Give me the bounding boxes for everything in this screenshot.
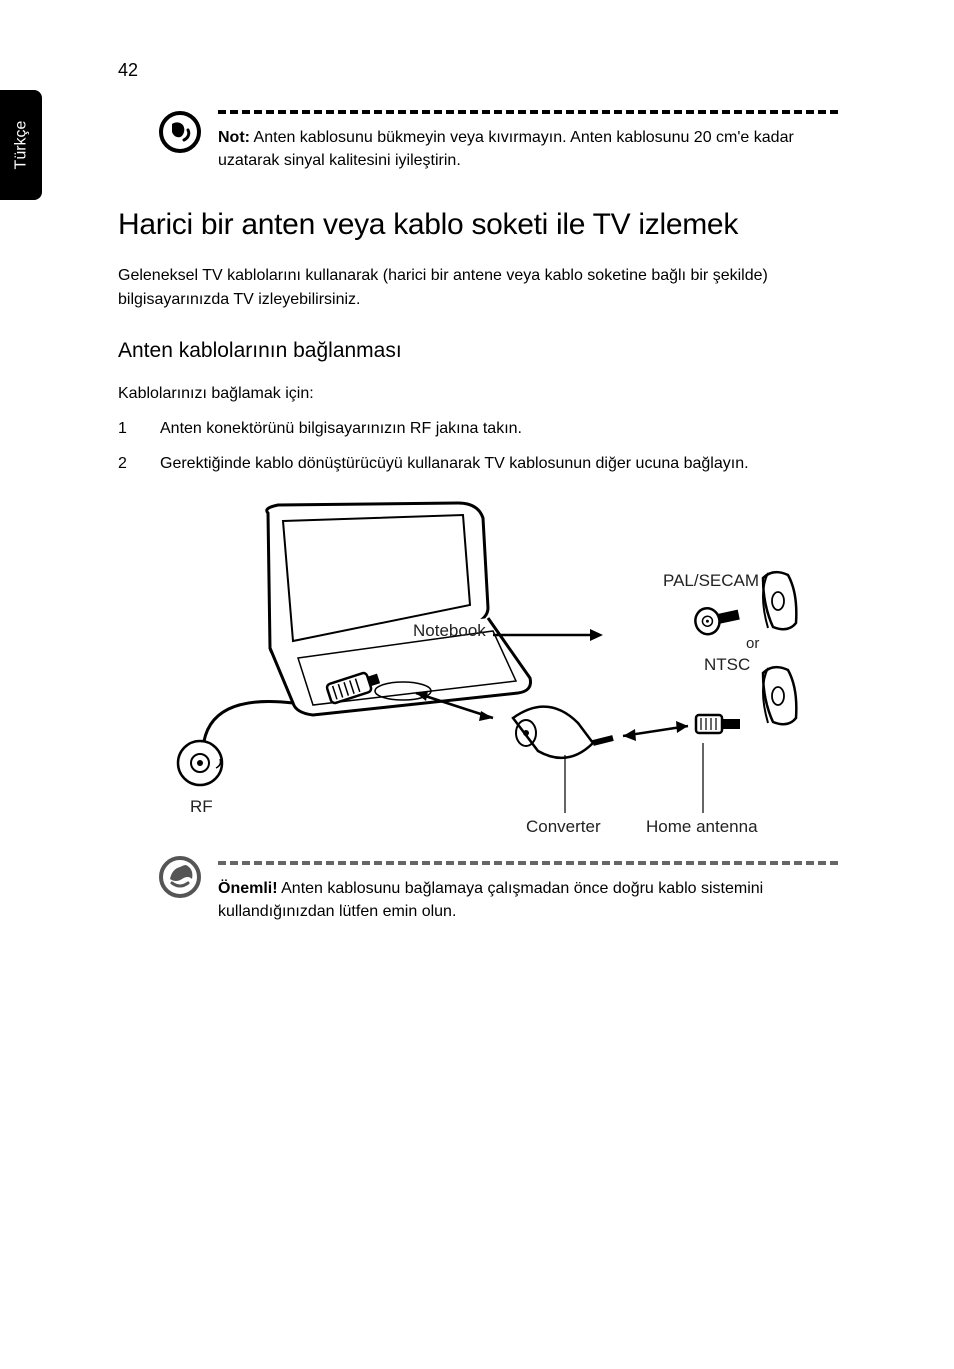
list-item: 2 Gerektiğinde kablo dönüştürücüyü kulla… [118, 452, 838, 475]
diagram-label-or: or [746, 635, 759, 652]
converter-icon [513, 707, 613, 758]
important-block: Önemli! Anten kablosunu bağlamaya çalışm… [118, 861, 838, 923]
laptop-icon [267, 503, 531, 715]
important-text: Önemli! Anten kablosunu bağlamaya çalışm… [218, 877, 838, 923]
section-heading: Anten kablolarının bağlanması [118, 339, 838, 363]
wall-socket-icon [763, 572, 796, 629]
diagram-label-converter: Converter [526, 817, 601, 837]
step-text: Gerektiğinde kablo dönüştürücüyü kullana… [160, 452, 838, 475]
ntsc-plug-icon [696, 715, 740, 733]
language-side-tab: Türkçe [0, 90, 42, 200]
diagram-label-homeantenna: Home antenna [646, 817, 758, 837]
list-item: 1 Anten konektörünü bilgisayarınızın RF … [118, 417, 838, 440]
dashed-separator [218, 110, 838, 114]
important-icon [158, 855, 202, 899]
important-body: Anten kablosunu bağlamaya çalışmadan önc… [218, 880, 763, 920]
page-heading: Harici bir anten veya kablo soketi ile T… [118, 208, 838, 242]
note-body: Anten kablosunu bükmeyin veya kıvırmayın… [218, 129, 794, 169]
important-label: Önemli! [218, 880, 278, 897]
note-icon [158, 110, 202, 154]
diagram-label-rf: RF [190, 797, 213, 817]
note-text: Not: Anten kablosunu bükmeyin veya kıvır… [218, 126, 838, 172]
list-intro: Kablolarınızı bağlamak için: [118, 385, 838, 403]
step-number: 2 [118, 452, 160, 475]
pal-plug-icon [693, 602, 741, 637]
arrow-icon [493, 629, 603, 641]
connection-diagram: Notebook RF PAL/SECAM or NTSC Converter … [148, 493, 808, 843]
note-label: Not: [218, 129, 250, 146]
diagram-label-palsecam: PAL/SECAM [663, 571, 759, 591]
step-number: 1 [118, 417, 160, 440]
language-label: Türkçe [12, 121, 30, 170]
arrow-icon [623, 721, 688, 741]
dashed-separator [218, 861, 838, 865]
steps-list: 1 Anten konektörünü bilgisayarınızın RF … [118, 417, 838, 475]
cable-icon [203, 702, 293, 749]
page-content: Not: Anten kablosunu bükmeyin veya kıvır… [118, 110, 838, 924]
intro-paragraph: Geleneksel TV kablolarını kullanarak (ha… [118, 264, 838, 310]
rf-jack-icon [178, 741, 222, 785]
page-number: 42 [118, 60, 138, 81]
wall-socket-icon [763, 667, 796, 724]
note-block: Not: Anten kablosunu bükmeyin veya kıvır… [118, 110, 838, 172]
step-text: Anten konektörünü bilgisayarınızın RF ja… [160, 417, 838, 440]
diagram-label-ntsc: NTSC [704, 655, 750, 675]
diagram-label-notebook: Notebook [413, 621, 486, 641]
